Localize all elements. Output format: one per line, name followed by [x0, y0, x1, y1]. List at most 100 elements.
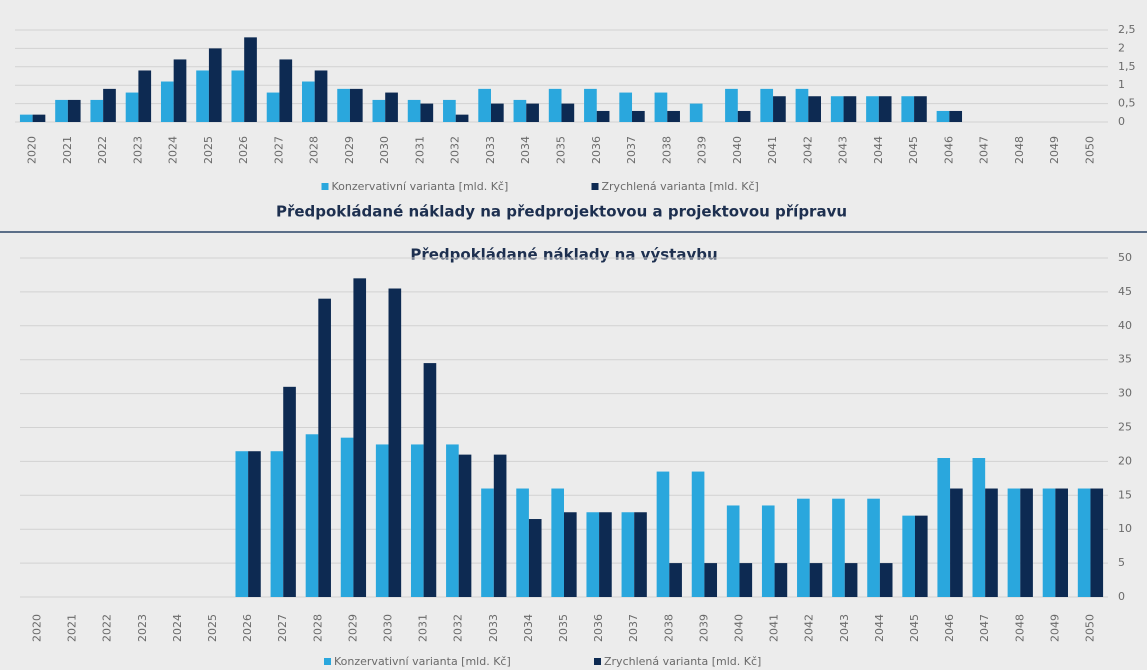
y-tick-label: 2 — [1118, 41, 1125, 54]
x-tick-label: 2040 — [732, 614, 745, 642]
bar — [302, 81, 315, 122]
y-tick-label: 15 — [1118, 488, 1132, 501]
bar — [737, 110, 751, 122]
bar — [196, 70, 209, 122]
x-tick-label: 2045 — [907, 136, 920, 164]
bar — [173, 59, 187, 122]
x-tick-label: 2040 — [731, 136, 744, 164]
bar — [667, 110, 680, 122]
x-tick-label: 2028 — [311, 614, 324, 642]
x-tick-label: 2025 — [206, 614, 219, 642]
bar — [388, 288, 402, 597]
bar — [19, 114, 33, 122]
x-tick-label: 2026 — [237, 136, 250, 164]
bar — [937, 458, 951, 597]
bar — [878, 96, 892, 122]
x-tick-label: 2042 — [801, 136, 814, 164]
x-tick-label: 2038 — [660, 136, 673, 164]
x-tick-label: 2035 — [555, 136, 568, 164]
x-tick-label: 2021 — [61, 136, 74, 164]
bar — [704, 563, 718, 597]
x-tick-label: 2046 — [942, 136, 955, 164]
y-tick-label: 1,5 — [1118, 60, 1136, 73]
bar — [902, 515, 915, 597]
x-tick-label: 2048 — [1013, 136, 1026, 164]
bar — [832, 498, 845, 597]
y-tick-label: 50 — [1118, 251, 1132, 264]
x-tick-label: 2036 — [592, 614, 605, 642]
y-tick-label: 45 — [1118, 285, 1132, 298]
bar — [621, 512, 635, 597]
bar — [244, 37, 257, 122]
y-tick-label: 40 — [1118, 319, 1132, 332]
bar — [160, 81, 174, 122]
y-tick-label: 10 — [1118, 522, 1132, 535]
bar — [283, 386, 296, 597]
x-tick-label: 2033 — [487, 614, 500, 642]
bar — [985, 488, 998, 597]
x-tick-label: 2027 — [272, 136, 285, 164]
bar — [774, 563, 788, 597]
x-tick-label: 2028 — [308, 136, 321, 164]
bar — [125, 92, 139, 122]
x-tick-label: 2045 — [908, 614, 921, 642]
legend-swatch — [594, 658, 601, 665]
y-tick-label: 0,5 — [1118, 97, 1136, 110]
bar — [972, 458, 986, 597]
x-tick-label: 2036 — [590, 136, 603, 164]
bar — [385, 92, 398, 122]
bar — [551, 488, 564, 597]
legend-label: Zrychlená varianta [mld. Kč] — [602, 180, 759, 193]
bar — [691, 471, 705, 597]
bar — [634, 512, 647, 597]
bar — [1042, 488, 1056, 597]
x-tick-label: 2050 — [1083, 136, 1096, 164]
bar — [420, 103, 434, 122]
bar — [248, 451, 261, 597]
bar — [314, 70, 328, 122]
bar — [936, 110, 950, 122]
bar — [867, 498, 880, 597]
x-tick-label: 2046 — [943, 614, 956, 642]
bar — [455, 114, 469, 122]
bar — [844, 563, 858, 597]
x-tick-label: 2031 — [413, 136, 426, 164]
x-tick-label: 2034 — [522, 614, 535, 642]
x-tick-label: 2027 — [276, 614, 289, 642]
bar — [599, 512, 612, 597]
bar — [103, 88, 116, 122]
bar — [596, 110, 610, 122]
x-tick-label: 2023 — [136, 614, 149, 642]
x-tick-label: 2032 — [452, 614, 465, 642]
x-tick-label: 2022 — [96, 136, 109, 164]
bar — [809, 563, 823, 597]
bar — [689, 103, 703, 122]
y-tick-label: 20 — [1118, 454, 1132, 467]
bar — [337, 88, 350, 122]
bar — [279, 59, 293, 122]
x-tick-label: 2049 — [1048, 136, 1061, 164]
bar — [879, 563, 893, 597]
y-tick-label: 1 — [1118, 78, 1125, 91]
bar — [773, 96, 786, 122]
bar — [67, 99, 81, 122]
bar — [1077, 488, 1091, 597]
y-tick-label: 25 — [1118, 421, 1132, 434]
y-tick-label: 0 — [1118, 115, 1125, 128]
x-tick-label: 2039 — [696, 136, 709, 164]
x-tick-label: 2026 — [241, 614, 254, 642]
bar — [830, 96, 844, 122]
bar — [949, 110, 963, 122]
x-tick-label: 2023 — [131, 136, 144, 164]
bar — [340, 437, 354, 597]
legend-swatch — [324, 658, 331, 665]
bar — [410, 444, 424, 597]
y-tick-label: 2,5 — [1118, 23, 1136, 36]
x-tick-label: 2049 — [1048, 614, 1061, 642]
bar — [231, 70, 245, 122]
y-tick-label: 5 — [1118, 556, 1125, 569]
bar — [528, 519, 542, 597]
x-tick-label: 2043 — [837, 136, 850, 164]
bar — [270, 451, 284, 597]
bar — [305, 434, 319, 597]
